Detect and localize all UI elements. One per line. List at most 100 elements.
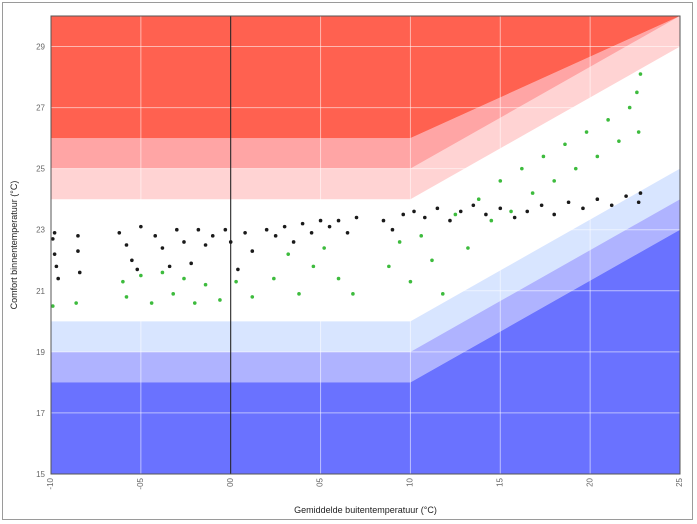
data-point [77, 270, 82, 275]
x-tick-label: -05 [136, 477, 145, 489]
data-point [390, 227, 395, 232]
data-point [117, 230, 122, 235]
data-point [167, 264, 172, 269]
data-point [638, 191, 643, 195]
x-tick-label: -10 [46, 477, 55, 489]
data-point [250, 249, 255, 253]
data-point [175, 227, 179, 232]
data-point [250, 295, 255, 299]
x-axis-title: Gemiddelde buitentemperatuur (°C) [294, 505, 437, 515]
data-point [525, 209, 530, 214]
data-point [453, 212, 458, 217]
y-tick-label: 15 [36, 470, 45, 479]
plot-border [50, 15, 681, 475]
data-point [635, 90, 639, 95]
data-point [149, 301, 154, 305]
data-point [297, 292, 301, 296]
data-point [234, 279, 238, 284]
data-point [50, 237, 55, 241]
data-point [520, 166, 524, 171]
data-points [50, 72, 643, 308]
data-point [124, 295, 129, 299]
data-point [636, 200, 641, 205]
data-point [638, 72, 643, 76]
data-point [192, 301, 197, 305]
data-point [440, 292, 445, 296]
data-point [160, 270, 165, 275]
data-point [236, 267, 240, 272]
data-point [223, 227, 228, 232]
data-point [489, 218, 494, 223]
series-2 [50, 72, 643, 308]
data-point [273, 234, 278, 238]
data-point [243, 230, 247, 235]
data-point [272, 276, 276, 281]
data-point [423, 215, 427, 220]
data-point [336, 218, 341, 223]
comfort-bands [51, 16, 680, 474]
data-point [609, 203, 614, 208]
x-tick-label: 15 [495, 477, 504, 486]
data-point [419, 234, 424, 238]
data-point [282, 224, 287, 229]
data-point [182, 276, 186, 281]
data-point [135, 267, 140, 272]
data-point [636, 130, 641, 134]
y-tick-label: 25 [36, 165, 45, 174]
data-point [408, 279, 413, 284]
x-tick-label: 00 [226, 477, 235, 486]
x-tick-label: 20 [585, 477, 594, 486]
y-axis-ticks: 15 17 19 21 23 25 27 29 [36, 43, 45, 479]
data-point [617, 139, 621, 143]
data-point [124, 243, 129, 247]
data-point [203, 243, 208, 247]
y-axis-title: Comfort binnentemperatuur (°C) [9, 181, 19, 310]
x-tick-label: 05 [316, 477, 325, 486]
data-point [448, 218, 452, 223]
data-point [552, 179, 556, 183]
data-point [203, 282, 208, 287]
data-point [509, 209, 513, 214]
data-point [397, 240, 402, 244]
data-point [52, 230, 57, 235]
data-point [430, 258, 434, 263]
data-point [512, 215, 517, 220]
data-point [228, 240, 233, 244]
y-tick-label: 19 [36, 348, 45, 357]
data-point [153, 234, 158, 238]
data-point [530, 191, 535, 195]
data-point [286, 252, 291, 256]
data-point [498, 179, 503, 183]
y-tick-label: 23 [36, 226, 45, 235]
data-point [182, 240, 186, 244]
x-axis-ticks: -10 -05 00 05 10 15 20 25 [46, 477, 684, 489]
data-point [327, 224, 332, 229]
lower-band-1 [51, 168, 680, 352]
comfort-temperature-chart: -10 -05 00 05 10 15 20 25 15 17 19 21 23 25 27 29 Gemi… [9, 15, 684, 515]
data-point [566, 200, 571, 205]
data-point [196, 227, 201, 232]
data-point [218, 298, 222, 302]
data-point [351, 292, 355, 296]
data-point [309, 230, 314, 235]
data-point [563, 142, 567, 147]
series-1 [50, 191, 643, 281]
data-point [336, 276, 341, 281]
data-point [484, 212, 488, 217]
data-point [210, 234, 215, 238]
data-point [171, 292, 176, 296]
data-point [52, 252, 57, 256]
x-tick-label: 25 [675, 477, 684, 486]
x-tick-label: 10 [406, 477, 415, 486]
data-point [76, 249, 80, 253]
data-point [471, 203, 476, 208]
data-point [584, 130, 589, 134]
data-point [458, 209, 463, 214]
data-point [595, 154, 600, 159]
data-point [595, 197, 600, 201]
data-point [311, 264, 316, 269]
data-point [345, 230, 350, 235]
data-point [401, 212, 406, 217]
data-point [412, 209, 416, 214]
